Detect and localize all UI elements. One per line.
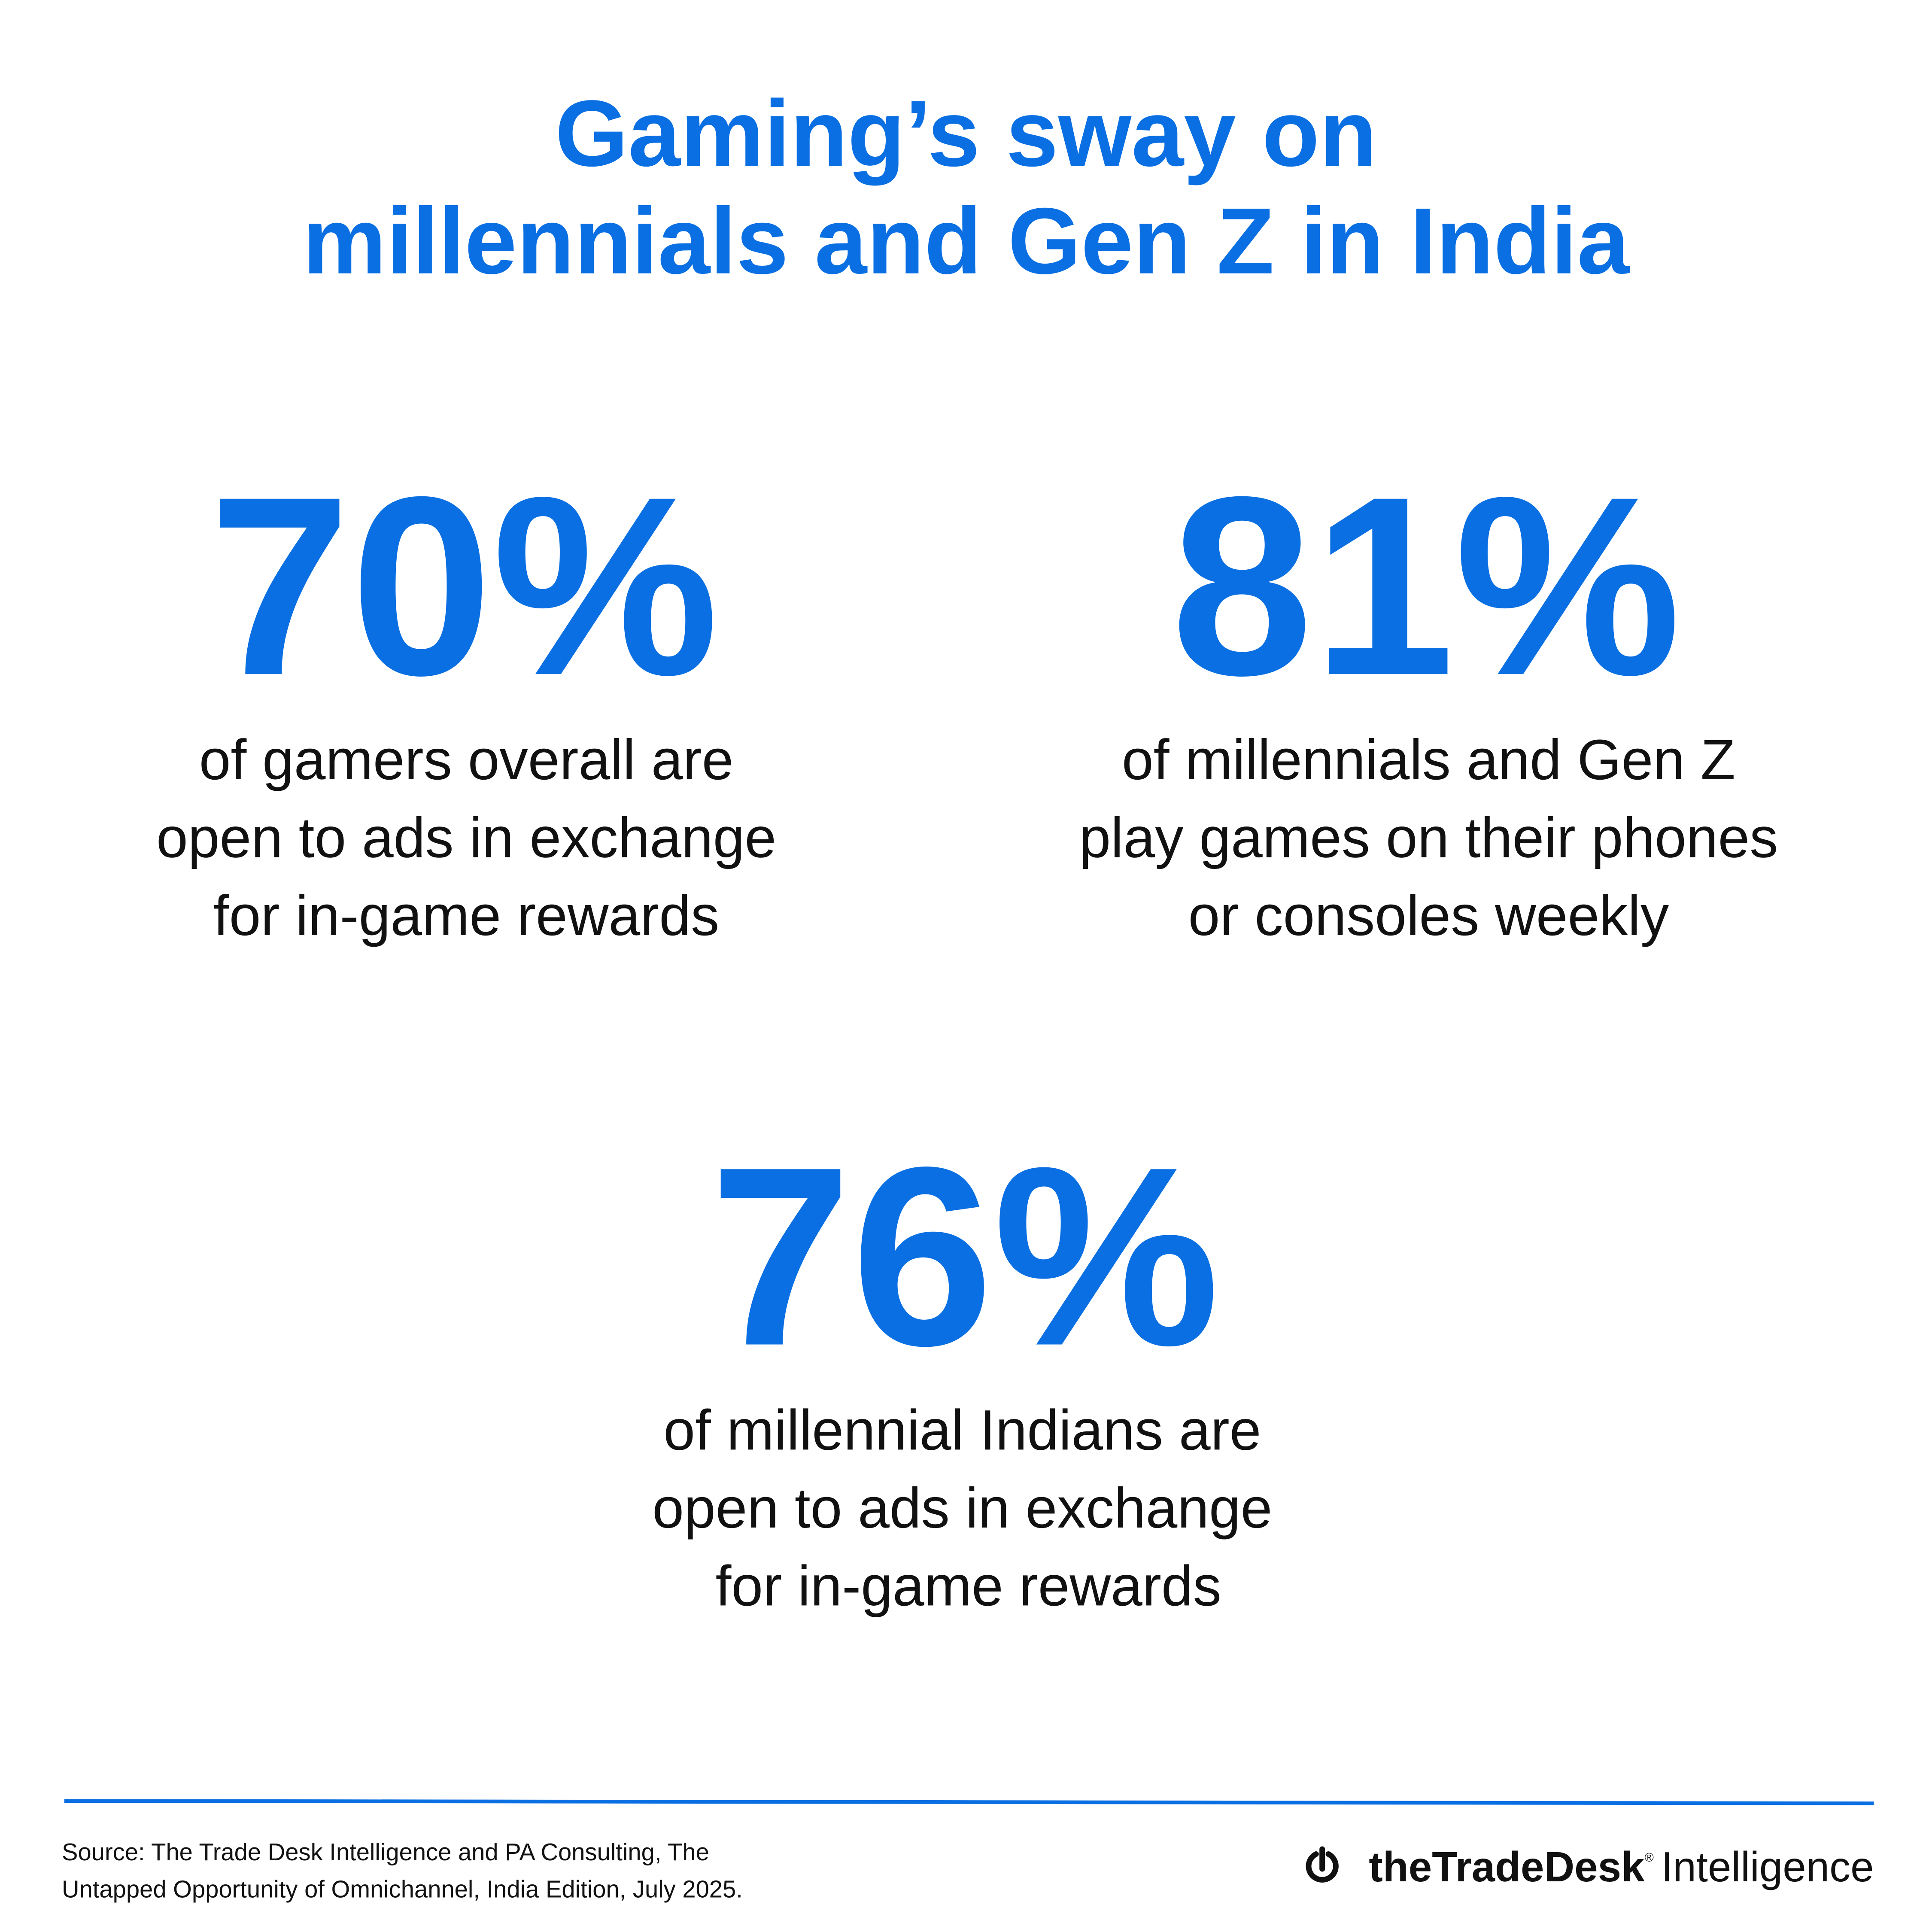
stat-value: 81% — [1171, 444, 1681, 728]
stat-description: open to ads in exchange — [652, 1476, 1272, 1540]
logo-icon — [1306, 1846, 1339, 1883]
stat-description: or consoles weekly — [1188, 884, 1669, 948]
stat-value: 76% — [710, 1114, 1220, 1399]
stat-description: for in-game rewards — [716, 1554, 1221, 1618]
title-line: millennials and Gen Z in India — [303, 189, 1630, 294]
logo-product: Intelligence — [1661, 1843, 1874, 1890]
logo-text: theTradeDesk® Intelligence — [1369, 1843, 1874, 1890]
stat-value: 70% — [209, 444, 719, 728]
stat-description: for in-game rewards — [213, 884, 719, 948]
stat-description: of millennials and Gen Z — [1122, 728, 1735, 792]
source-line: Source: The Trade Desk Intelligence and … — [62, 1838, 709, 1865]
title-line: Gaming’s sway on — [555, 81, 1377, 186]
divider — [64, 1799, 1874, 1805]
stat-description: of millennial Indians are — [663, 1398, 1261, 1462]
logo: theTradeDesk® Intelligence — [1306, 1843, 1874, 1890]
stat-description: open to ads in exchange — [156, 806, 776, 869]
stat-description: play games on their phones — [1079, 806, 1778, 869]
logo-mark: ® — [1645, 1851, 1654, 1865]
logo-brand: theTradeDesk — [1369, 1843, 1645, 1890]
stat-description: of gamers overall are — [199, 728, 734, 792]
source-line: Untapped Opportunity of Omnichannel, Ind… — [62, 1875, 743, 1902]
